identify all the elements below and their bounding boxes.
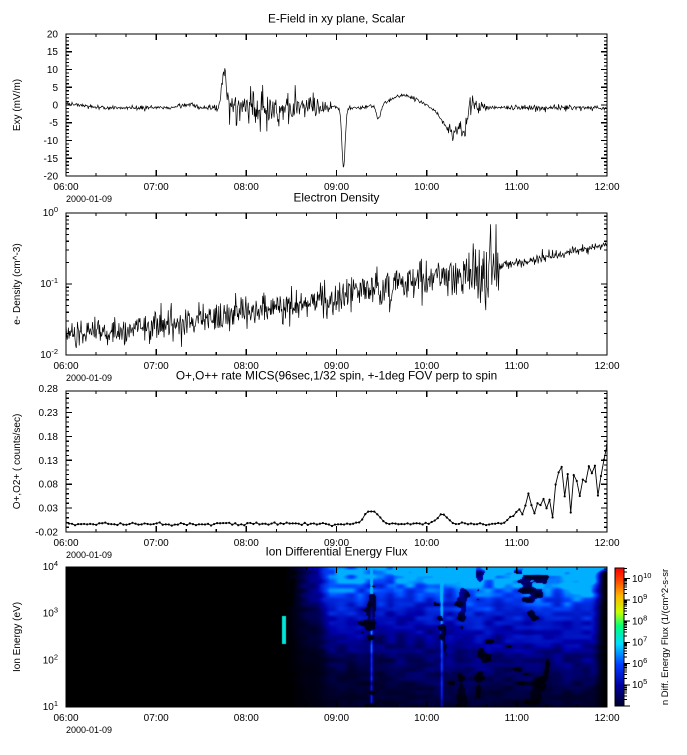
svg-text:102: 102 [43,652,58,667]
svg-text:-15: -15 [44,154,59,165]
svg-text:0.13: 0.13 [39,456,59,467]
svg-text:-5: -5 [49,118,58,129]
svg-text:06:00: 06:00 [53,361,78,372]
svg-text:n Diff. Energy Flux (1/(cm^2-s: n Diff. Energy Flux (1/(cm^2-s-sr [660,569,671,705]
svg-text:Exy (mV/m): Exy (mV/m) [12,79,23,131]
svg-text:12:00: 12:00 [594,182,619,193]
svg-text:103: 103 [43,605,58,620]
svg-text:06:00: 06:00 [53,713,78,724]
svg-text:108: 108 [632,613,647,628]
svg-text:11:00: 11:00 [505,361,530,372]
svg-text:109: 109 [632,592,647,607]
svg-text:e- Density (cm^-3): e- Density (cm^-3) [12,243,23,324]
svg-text:2000-01-09: 2000-01-09 [66,373,112,383]
svg-text:0.08: 0.08 [39,480,59,491]
svg-text:O+,O++ rate MICS(96sec,1/32 sp: O+,O++ rate MICS(96sec,1/32 spin, +-1deg… [176,369,497,383]
svg-text:07:00: 07:00 [144,361,169,372]
svg-text:08:00: 08:00 [234,182,259,193]
svg-text:12:00: 12:00 [594,361,619,372]
svg-text:101: 101 [43,699,58,714]
svg-text:12:00: 12:00 [594,713,619,724]
svg-text:100: 100 [43,205,58,220]
svg-text:12:00: 12:00 [594,538,619,549]
svg-text:10:00: 10:00 [414,538,439,549]
svg-text:106: 106 [632,655,647,670]
svg-text:0: 0 [52,101,58,112]
svg-text:08:00: 08:00 [234,538,259,549]
svg-text:08:00: 08:00 [234,713,259,724]
svg-text:0.23: 0.23 [39,408,59,419]
svg-text:-20: -20 [44,172,59,183]
svg-text:06:00: 06:00 [53,538,78,549]
svg-text:10:00: 10:00 [414,713,439,724]
svg-text:2000-01-09: 2000-01-09 [66,194,112,204]
svg-text:07:00: 07:00 [144,713,169,724]
svg-text:10:00: 10:00 [414,182,439,193]
svg-text:105: 105 [632,677,647,692]
svg-text:10: 10 [47,65,59,76]
svg-text:104: 104 [43,559,58,574]
svg-text:0.18: 0.18 [39,432,59,443]
svg-text:10-1: 10-1 [40,276,58,291]
svg-text:11:00: 11:00 [505,538,530,549]
svg-text:1010: 1010 [632,570,651,585]
svg-text:2000-01-09: 2000-01-09 [66,725,112,735]
svg-text:Ion Differential Energy Flux: Ion Differential Energy Flux [265,545,407,559]
svg-text:0.03: 0.03 [39,504,59,515]
svg-text:O+,O2+ ( counts/sec): O+,O2+ ( counts/sec) [12,414,23,510]
svg-text:107: 107 [632,634,647,649]
svg-text:07:00: 07:00 [144,538,169,549]
svg-text:09:00: 09:00 [324,713,349,724]
svg-text:-0.02: -0.02 [35,528,58,539]
svg-text:5: 5 [52,83,58,94]
svg-text:-10: -10 [44,136,59,147]
svg-text:11:00: 11:00 [505,713,530,724]
svg-text:0.28: 0.28 [39,384,59,395]
svg-text:E-Field in xy plane, Scalar: E-Field in xy plane, Scalar [268,12,405,26]
svg-text:10-2: 10-2 [40,347,58,362]
svg-text:15: 15 [47,47,59,58]
svg-text:11:00: 11:00 [505,182,530,193]
svg-text:06:00: 06:00 [53,182,78,193]
svg-text:20: 20 [47,30,59,41]
svg-text:2000-01-09: 2000-01-09 [66,550,112,560]
svg-text:07:00: 07:00 [144,182,169,193]
svg-text:Electron Density: Electron Density [294,191,380,205]
svg-text:Ion Energy (eV): Ion Energy (eV) [12,602,23,672]
